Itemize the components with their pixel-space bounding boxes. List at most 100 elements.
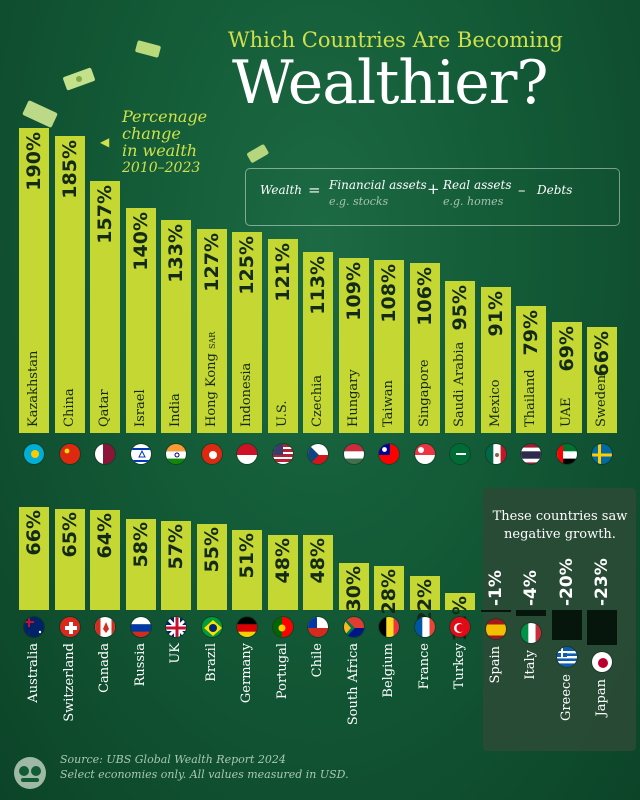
bar-value-label: 48%	[307, 538, 329, 584]
source-note: Source: UBS Global Wealth Report 2024 Se…	[60, 752, 349, 782]
bar-russia	[125, 519, 156, 610]
disclaimer-line: Select economies only. All values measur…	[60, 768, 349, 781]
bar-value-label: 109%	[342, 262, 365, 321]
bar-australia	[19, 507, 49, 610]
formula-real: Real assets	[443, 178, 512, 192]
bar-category-label: Thailand	[523, 369, 538, 427]
bar-category-label: Belgium	[381, 643, 396, 698]
money-bill-icon	[247, 144, 269, 163]
bar-category-label: Italy	[523, 650, 538, 680]
flag-ru-icon	[129, 616, 152, 638]
flag-il-icon	[129, 443, 152, 465]
bar-value-label: 140%	[129, 212, 152, 271]
bar-saudi-arabia	[445, 280, 475, 433]
bar-value-label: 121%	[271, 242, 294, 302]
bar-uk	[161, 521, 191, 610]
bar-category-label: Czechia	[310, 374, 325, 427]
bar-u-s	[267, 238, 298, 433]
bar-value-label: 64%	[94, 513, 116, 559]
bar-category-label: Singapore	[416, 359, 432, 427]
bar-category-label: France	[416, 643, 432, 690]
flag-cn-icon	[58, 443, 81, 465]
negative-growth-note: These countries saw negative growth.	[490, 508, 630, 544]
bar-qatar	[90, 180, 120, 433]
bar-value-label: 51%	[236, 533, 258, 579]
bar-category-label: Australia	[26, 643, 41, 703]
bar-value-label: -20%	[556, 558, 577, 606]
bar-value-label: 185%	[58, 140, 81, 199]
flag-za-icon	[342, 616, 365, 638]
bar-category-label: South Africa	[345, 643, 361, 726]
bar-value-label: 66%	[591, 331, 613, 377]
bar-hong-kong-sar	[196, 229, 227, 433]
bar-category-label: Qatar	[97, 389, 112, 427]
bar-category-label: Russia	[132, 643, 148, 687]
flag-qa-icon	[94, 443, 116, 465]
bar-value-label: 91%	[484, 290, 507, 337]
bar-belgium	[374, 566, 404, 610]
money-bill-icon	[135, 40, 161, 58]
formula-equals: =	[308, 181, 321, 199]
flag-kz-icon	[23, 443, 45, 465]
bar-category-label: Sweden	[594, 374, 609, 427]
chart-subtitle: Which Countries Are Becoming	[228, 28, 563, 52]
bar-israel	[125, 208, 156, 433]
percent-change-line-3: in wealth	[122, 141, 198, 160]
bar-kazakhstan	[19, 128, 49, 433]
percent-change-label: Percenage change in wealth	[122, 108, 207, 159]
bar-value-label: 69%	[555, 326, 578, 372]
bar-value-label: 65%	[58, 511, 81, 558]
bar-italy	[516, 610, 546, 617]
bar-value-label: 95%	[449, 284, 471, 330]
bar-category-label: Hong Kong SAR	[203, 331, 219, 427]
negative-growth-note-line-1: These countries saw	[492, 509, 628, 524]
bar-value-label: 79%	[520, 310, 542, 356]
bar-category-label: Saudi Arabia	[452, 341, 467, 427]
flag-ca-icon	[94, 616, 116, 638]
bar-turkey	[445, 592, 475, 610]
bar-category-label: Indonesia	[239, 362, 254, 427]
flag-fr-icon	[413, 616, 436, 638]
bar-category-label: Spain	[487, 645, 503, 684]
bar-value-label: 58%	[129, 522, 152, 568]
bar-category-label: Brazil	[203, 643, 219, 682]
formula-debts: Debts	[537, 183, 573, 197]
percent-change-line-2: change	[122, 124, 181, 143]
flag-us-icon	[271, 443, 294, 465]
money-bill-icon	[22, 100, 58, 128]
bar-value-label: 66%	[23, 510, 45, 556]
flag-gr-icon	[555, 646, 578, 669]
bar-sweden	[587, 327, 617, 433]
bar-category-label: UAE	[558, 397, 574, 427]
flag-cz-icon	[307, 443, 329, 465]
bar-category-label: Hungary	[345, 369, 361, 427]
bar-canada	[90, 510, 120, 610]
wealth-formula-box	[245, 168, 620, 226]
bar-japan	[587, 610, 617, 645]
bar-category-label: Kazakhstan	[26, 350, 41, 427]
bar-india	[161, 219, 191, 433]
bar-taiwan	[374, 259, 404, 433]
flag-de-icon	[236, 616, 258, 638]
flag-gb-icon	[165, 616, 187, 638]
flag-be-icon	[378, 616, 400, 638]
bar-category-label: Israel	[132, 389, 148, 427]
bar-hungary	[338, 258, 369, 433]
bar-germany	[232, 530, 262, 610]
flag-ae-icon	[555, 443, 578, 465]
bar-switzerland	[54, 508, 85, 610]
sar-suffix: SAR	[207, 331, 217, 349]
bar-category-label: U.S.	[274, 400, 290, 427]
bar-value-label: 157%	[94, 184, 116, 244]
money-bill-icon	[63, 67, 95, 91]
formula-real-eg: e.g. homes	[443, 195, 504, 208]
bar-category-label: Canada	[97, 643, 112, 693]
flag-tr-icon	[449, 616, 471, 638]
bar-category-label: UK	[168, 643, 183, 664]
bar-category-label: Taiwan	[381, 380, 396, 427]
bar-indonesia	[232, 232, 262, 433]
bar-category-label: Chile	[310, 643, 325, 678]
bar-value-label: 55%	[200, 527, 223, 573]
bar-south-africa	[338, 563, 369, 610]
